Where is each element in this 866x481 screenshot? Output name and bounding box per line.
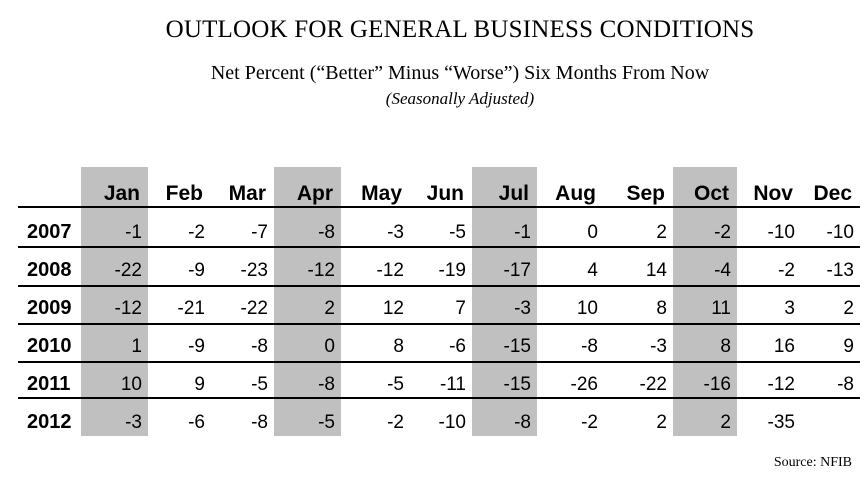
table-cell: -12 — [768, 374, 795, 395]
row-label-2010: 2010 — [27, 335, 72, 357]
row-label-2012: 2012 — [27, 411, 72, 433]
column-header-dec: Dec — [813, 182, 852, 205]
table-cell: -8 — [837, 374, 854, 395]
table-cell: -12 — [308, 260, 335, 281]
table-cell: -1 — [514, 222, 531, 243]
table-cell: 2 — [324, 298, 335, 319]
table-cell: 9 — [194, 374, 205, 395]
row-label-2008: 2008 — [27, 259, 72, 281]
column-header-mar: Mar — [229, 182, 266, 205]
table-cell: -5 — [387, 374, 404, 395]
row-label-2007: 2007 — [27, 221, 72, 243]
table-cell: -10 — [439, 412, 466, 433]
table-cell: -23 — [241, 260, 268, 281]
table-cell: 2 — [656, 412, 667, 433]
column-header-aug: Aug — [555, 182, 596, 205]
table-cell: -10 — [827, 222, 854, 243]
table-cell: 2 — [843, 298, 854, 319]
table-cell: -3 — [514, 298, 531, 319]
table-cell: -5 — [318, 412, 335, 433]
table-cell: -15 — [504, 336, 531, 357]
column-header-oct: Oct — [694, 182, 729, 205]
table-cell: 2 — [720, 412, 731, 433]
column-header-nov: Nov — [753, 182, 793, 205]
shaded-column-jul — [472, 167, 537, 436]
chart-subtitle: Net Percent (“Better” Minus “Worse”) Six… — [210, 62, 710, 84]
column-header-feb: Feb — [166, 182, 203, 205]
table-cell: -9 — [188, 336, 205, 357]
table-cell: 11 — [711, 298, 731, 319]
table-cell: -17 — [504, 260, 531, 281]
table-cell: -2 — [188, 222, 205, 243]
table-cell: 8 — [656, 298, 667, 319]
table-cell: 8 — [393, 336, 404, 357]
table-cell: -13 — [827, 260, 854, 281]
row-label-2009: 2009 — [27, 297, 72, 319]
table-cell: 7 — [455, 298, 466, 319]
table-cell: -35 — [768, 412, 795, 433]
table-cell: -8 — [318, 222, 335, 243]
shaded-column-oct — [673, 167, 737, 436]
table-cell: -16 — [704, 374, 731, 395]
column-header-apr: Apr — [297, 182, 333, 205]
table-cell: -12 — [377, 260, 404, 281]
table-cell: -8 — [318, 374, 335, 395]
column-header-jul: Jul — [499, 182, 529, 205]
table-cell: -10 — [768, 222, 795, 243]
column-header-jan: Jan — [104, 182, 140, 205]
source-note: Source: NFIB — [773, 455, 852, 470]
column-header-sep: Sep — [626, 182, 665, 205]
table-cell: 10 — [121, 374, 142, 395]
table-cell: -8 — [251, 336, 268, 357]
table-cell: -6 — [188, 412, 205, 433]
chart-note: (Seasonally Adjusted) — [385, 89, 535, 108]
table-cell: -22 — [115, 260, 142, 281]
table-cell: 0 — [324, 336, 335, 357]
table-cell: -26 — [571, 374, 598, 395]
column-header-jun: Jun — [427, 182, 464, 205]
table-cell: -21 — [178, 298, 205, 319]
table-cell: -3 — [387, 222, 404, 243]
table-cell: -8 — [514, 412, 531, 433]
column-header-may: May — [361, 182, 402, 205]
table-cell: -4 — [714, 260, 731, 281]
table-cell: 14 — [646, 260, 668, 281]
row-label-2011: 2011 — [27, 373, 70, 395]
table-cell: -5 — [449, 222, 466, 243]
table-cell: 4 — [587, 260, 598, 281]
table-cell: 8 — [720, 336, 731, 357]
table-cell: -19 — [439, 260, 466, 281]
table-cell: -2 — [581, 412, 598, 433]
table-cell: -22 — [241, 298, 268, 319]
table-cell: -8 — [581, 336, 598, 357]
shaded-column-jan — [81, 167, 148, 436]
table-cell: 3 — [784, 298, 795, 319]
table-cell: 2 — [656, 222, 667, 243]
table-cell: -5 — [251, 374, 268, 395]
table-cell: 1 — [131, 336, 142, 357]
table-cell: -2 — [714, 222, 731, 243]
table-cell: -8 — [251, 412, 268, 433]
table-cell: 16 — [774, 336, 795, 357]
table-cell: -2 — [778, 260, 795, 281]
table-cell: -6 — [449, 336, 466, 357]
table-cell: -7 — [251, 222, 268, 243]
table-cell: 0 — [587, 222, 598, 243]
table-cell: -12 — [115, 298, 142, 319]
shaded-column-apr — [274, 167, 341, 436]
table-cell: -2 — [387, 412, 404, 433]
table-cell: 9 — [843, 336, 854, 357]
table-cell: -3 — [125, 412, 142, 433]
table-cell: -1 — [125, 222, 142, 243]
table-cell: -15 — [504, 374, 531, 395]
table-cell: -11 — [440, 374, 466, 395]
table-cell: 10 — [577, 298, 598, 319]
table-cell: -9 — [188, 260, 205, 281]
table-cell: -22 — [640, 374, 667, 395]
table-cell: 12 — [383, 298, 404, 319]
chart-title: OUTLOOK FOR GENERAL BUSINESS CONDITIONS — [165, 16, 755, 43]
table-cell: -3 — [650, 336, 667, 357]
